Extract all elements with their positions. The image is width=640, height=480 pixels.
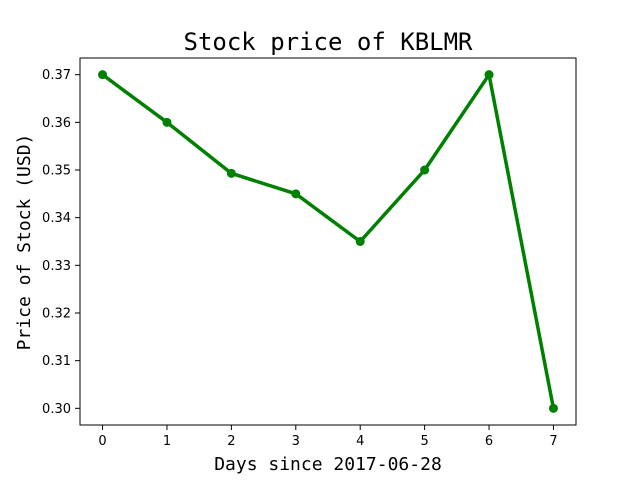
y-tick-label: 0.37 <box>42 68 71 83</box>
x-tick-label: 0 <box>98 434 106 449</box>
series-line <box>100 72 556 411</box>
y-tick-label: 0.36 <box>42 116 71 131</box>
y-tick-label: 0.35 <box>42 164 71 179</box>
data-point <box>355 237 365 246</box>
chart-title: Stock price of KBLMR <box>184 28 474 56</box>
x-tick-label: 2 <box>227 434 235 449</box>
data-point <box>548 403 558 413</box>
plot-area: 0 1 2 3 4 5 6 7 0.30 0.31 0.32 0.33 0.34 0.35 0.36 0.37 <box>42 57 577 449</box>
plot-frame <box>79 57 577 426</box>
y-tick-label: 0.30 <box>42 402 71 417</box>
data-point <box>162 117 172 127</box>
x-tick-label: 3 <box>292 434 300 449</box>
y-axis-label: Price of Stock (USD) <box>14 134 35 351</box>
x-tick-label: 1 <box>163 434 171 449</box>
data-point <box>98 70 108 80</box>
x-tick-label: 6 <box>485 434 493 449</box>
data-point <box>484 70 494 80</box>
y-tick-label: 0.32 <box>42 306 71 321</box>
x-tick-label: 5 <box>420 434 428 449</box>
x-tick-label: 7 <box>549 434 557 449</box>
data-point <box>420 165 430 175</box>
y-tick-label: 0.33 <box>42 259 71 274</box>
x-axis-label: Days since 2017-06-28 <box>214 454 442 475</box>
data-point <box>291 189 301 199</box>
y-tick-label: 0.34 <box>42 211 71 226</box>
y-tick-label: 0.31 <box>42 354 71 369</box>
x-tick-label: 4 <box>356 434 364 449</box>
data-point <box>226 168 236 178</box>
